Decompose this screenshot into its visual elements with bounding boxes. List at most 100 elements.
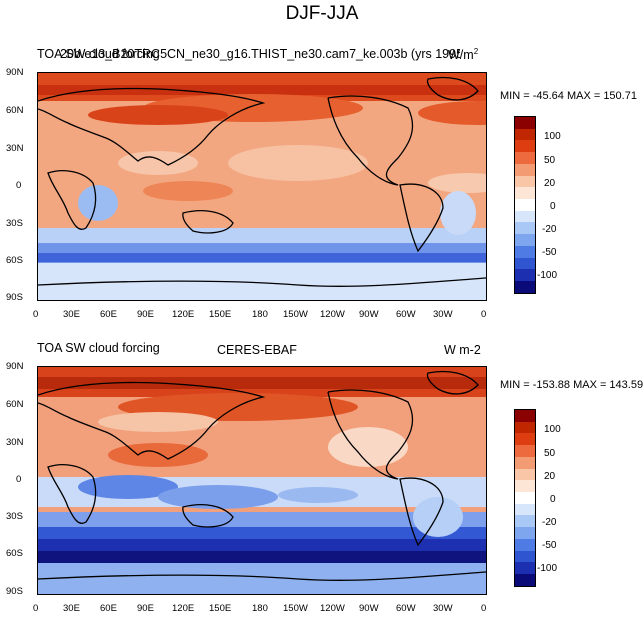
field-warmpool <box>143 181 233 201</box>
coast-antarctica <box>38 571 486 581</box>
lon-tick: 150E <box>209 603 232 614</box>
lon-tick: 120E <box>172 603 195 614</box>
colorbar-swatch <box>515 175 535 188</box>
field-epac <box>278 487 358 503</box>
lon-tick: 150E <box>209 309 232 320</box>
field-arctic-core <box>38 377 486 389</box>
colorbar-swatch <box>515 117 535 129</box>
colorbar-swatch <box>515 269 535 282</box>
lat-tick: 30N <box>6 143 24 154</box>
field-africa-cool <box>78 185 118 221</box>
min-max-stats: MIN = -45.64 MAX = 150.71 <box>500 90 637 102</box>
colorbar-swatch <box>515 562 535 575</box>
lat-tick: 60N <box>6 105 24 116</box>
colorbar-swatch <box>515 515 535 528</box>
colorbar-swatch <box>515 433 535 446</box>
lon-tick: 30W <box>433 603 453 614</box>
colorbar-swatch <box>515 503 535 516</box>
coast-eurasia <box>38 87 266 166</box>
colorbar-swatch <box>515 152 535 164</box>
colorbar-label: -100 <box>537 563 558 574</box>
colorbar-swatch <box>515 480 535 493</box>
colorbar-swatch <box>515 140 535 153</box>
lat-tick: 90N <box>6 67 24 78</box>
field-antarctic <box>38 563 486 594</box>
colorbar-label: 100 <box>544 424 561 435</box>
lat-tick: 90S <box>6 292 23 303</box>
lon-tick: 90E <box>137 309 154 320</box>
field-subtrop-pac <box>228 145 368 181</box>
colorbar-swatch <box>515 538 535 551</box>
lon-tick: 150W <box>283 309 308 320</box>
lat-tick: 60S <box>6 255 23 266</box>
lon-tick: 120E <box>172 309 195 320</box>
coast-africa <box>47 170 97 230</box>
colorbar <box>514 409 536 587</box>
colorbar-swatch <box>515 163 535 176</box>
field-so-3 <box>38 539 486 553</box>
colorbar-swatch <box>515 199 535 211</box>
colorbar-label: 20 <box>544 471 556 482</box>
lon-tick: 60E <box>100 603 117 614</box>
colorbar-label: -50 <box>542 540 557 551</box>
coast-samerica <box>399 183 444 253</box>
coast-antarctica <box>38 277 486 287</box>
colorbar-swatch <box>515 550 535 563</box>
field-asia <box>88 105 228 125</box>
colorbar-label: -50 <box>542 247 557 258</box>
colorbar-swatch <box>515 128 535 141</box>
lat-tick: 90N <box>6 361 24 372</box>
colorbar-swatch <box>515 187 535 200</box>
colorbar-label: 20 <box>544 178 556 189</box>
coast-namerica <box>327 389 414 480</box>
lat-tick: 0 <box>16 474 22 485</box>
lon-tick: 60W <box>396 309 416 320</box>
colorbar-swatch <box>515 410 535 422</box>
field-subtrop-asia <box>118 151 198 175</box>
coast-samerica <box>399 477 444 547</box>
colorbar-label: 100 <box>544 131 561 142</box>
field-subtrop-atl <box>428 173 486 193</box>
coastlines <box>38 76 486 287</box>
coast-australia <box>182 504 234 528</box>
colorbar-swatch <box>515 234 535 246</box>
field-tibet <box>98 412 218 432</box>
map-plot <box>37 366 487 595</box>
lon-tick: 0 <box>33 603 39 614</box>
lon-tick: 90W <box>359 309 379 320</box>
lat-tick: 60N <box>6 399 24 410</box>
colorbar-label: 50 <box>544 448 556 459</box>
colorbar-swatch <box>515 574 535 586</box>
colorbar-label: -20 <box>542 224 557 235</box>
lon-tick: 90E <box>137 603 154 614</box>
lat-tick: 30N <box>6 437 24 448</box>
panel-center-title: 20b.e13_B20TRC5CN_ne30_g16.THIST_ne30.ca… <box>60 47 460 61</box>
lon-tick: 180 <box>252 309 268 320</box>
field-indian <box>78 475 178 499</box>
colorbar-label: 0 <box>550 494 556 505</box>
map-field <box>38 367 486 594</box>
map-plot <box>37 72 487 301</box>
field-so-3 <box>38 253 486 262</box>
field-arctic-core <box>38 85 486 95</box>
coast-greenland <box>426 76 479 101</box>
lon-tick: 0 <box>481 309 487 320</box>
coast-namerica <box>327 95 414 186</box>
lon-tick: 120W <box>320 603 345 614</box>
field-maritime <box>158 485 278 509</box>
colorbar-swatch <box>515 210 535 223</box>
min-max-stats: MIN = -153.88 MAX = 143.59 <box>500 379 644 391</box>
lat-tick: 0 <box>16 180 22 191</box>
coast-greenland <box>426 370 479 395</box>
units-text: W m-2 <box>444 343 481 357</box>
panel-units: W/m2 <box>448 47 478 62</box>
map-field <box>38 73 486 300</box>
colorbar-label: -100 <box>537 270 558 281</box>
lon-tick: 120W <box>320 309 345 320</box>
colorbar <box>514 116 536 294</box>
coast-australia <box>182 210 234 234</box>
colorbar-swatch <box>515 527 535 539</box>
lon-tick: 30W <box>433 309 453 320</box>
colorbar-swatch <box>515 456 535 469</box>
colorbar-swatch <box>515 421 535 434</box>
